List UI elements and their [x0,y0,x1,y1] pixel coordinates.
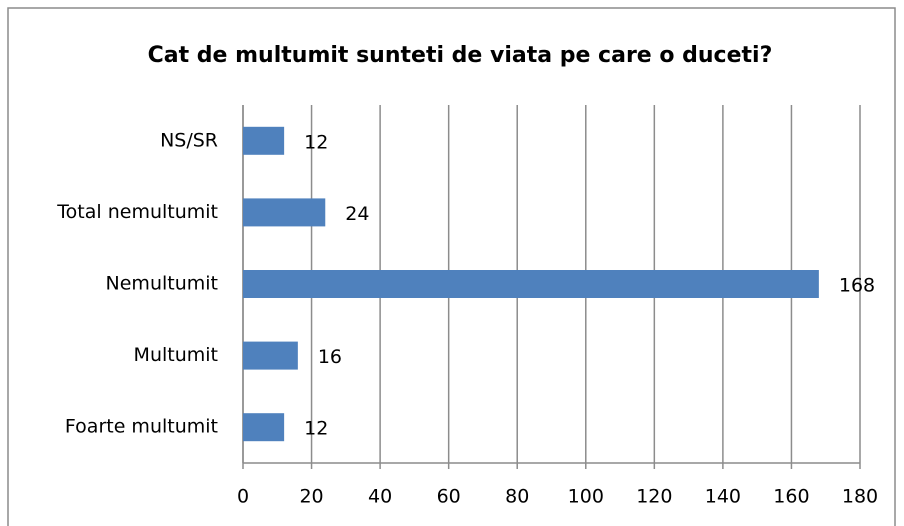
x-tick-label: 80 [505,486,529,508]
bar [243,270,819,298]
x-tick-label: 180 [842,486,878,508]
data-label: 12 [304,131,328,153]
x-tick-label: 140 [705,486,741,508]
data-label: 16 [318,346,342,368]
x-tick-label: 40 [368,486,392,508]
bar [243,413,285,442]
y-tick-label: Nemultumit [106,273,218,295]
chart-title: Cat de multumit sunteti de viata pe care… [148,43,773,68]
data-label: 24 [345,203,369,225]
y-tick-label: Multumit [134,344,218,366]
data-label: 168 [839,275,875,297]
x-tick-label: 120 [636,486,672,508]
bar [243,341,298,370]
x-tick-label: 60 [437,486,461,508]
x-tick-label: 160 [773,486,809,508]
x-tick-label: 0 [237,486,249,508]
y-tick-label: NS/SR [160,129,218,151]
y-tick-label: Foarte multumit [65,416,218,438]
bar [243,198,326,227]
x-tick-label: 20 [299,486,323,508]
x-tick-label: 100 [568,486,604,508]
chart-frame [7,7,896,526]
bar [243,126,285,155]
data-label: 12 [304,418,328,440]
y-tick-label: Total nemultumit [56,201,218,223]
